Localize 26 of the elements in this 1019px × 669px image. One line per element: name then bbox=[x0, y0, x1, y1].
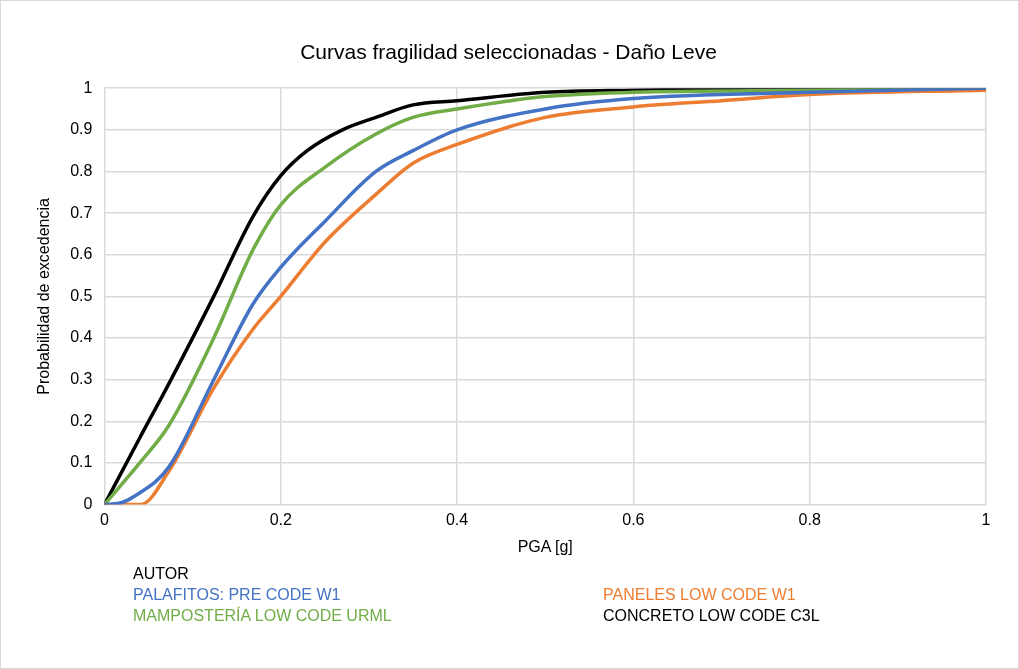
x-tick-label: 0.4 bbox=[445, 510, 469, 528]
x-tick-label: 0.2 bbox=[269, 510, 292, 528]
text: CONCRETO LOW CODE C3L bbox=[603, 606, 821, 626]
chart-title: Curvas fragilidad seleccionadas - Daño Leve bbox=[300, 40, 717, 64]
text: PALAFITOS: PRE CODE W1 bbox=[133, 585, 342, 605]
line-series bbox=[104, 88, 986, 505]
x-tick-label: 0.8 bbox=[798, 510, 821, 528]
y-tick-label: 0.1 bbox=[70, 453, 93, 471]
text: PANELES LOW CODE W1 bbox=[603, 585, 797, 605]
x-axis-title: PGA [g] bbox=[517, 537, 573, 555]
text: MAMPOSTERÍA LOW CODE URML bbox=[133, 605, 393, 626]
y-tick-label: 0.6 bbox=[70, 245, 93, 263]
y-axis-title: Probabilidad de excedencia bbox=[35, 198, 53, 395]
y-tick-label: 0.2 bbox=[70, 411, 93, 429]
x-tick-label: 1 bbox=[981, 510, 991, 528]
y-tick-label: 0.8 bbox=[70, 161, 93, 179]
y-tick-label: 0 bbox=[83, 495, 93, 513]
x-tick-label: 0 bbox=[99, 510, 109, 528]
y-tick-label: 0.3 bbox=[70, 370, 93, 388]
y-tick-label: 0.4 bbox=[70, 328, 93, 346]
y-tick-label: 0.9 bbox=[70, 120, 93, 138]
y-tick-label: 0.7 bbox=[70, 203, 93, 221]
y-tick-label: 1 bbox=[83, 78, 93, 96]
legend-title: AUTOR bbox=[133, 564, 190, 584]
x-tick-label: 0.6 bbox=[622, 510, 645, 528]
y-tick-label: 0.5 bbox=[70, 286, 93, 304]
